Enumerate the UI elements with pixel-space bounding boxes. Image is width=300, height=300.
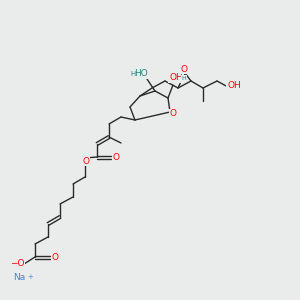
Text: +: +	[27, 274, 33, 280]
Text: HO: HO	[134, 70, 148, 79]
Text: Na: Na	[13, 274, 25, 283]
Text: H: H	[130, 71, 136, 77]
Text: O: O	[52, 253, 58, 262]
Text: −O: −O	[10, 260, 24, 268]
Text: OH: OH	[227, 82, 241, 91]
Text: O: O	[112, 152, 119, 161]
Text: O: O	[169, 110, 176, 118]
Text: H: H	[182, 76, 186, 80]
Text: O: O	[181, 64, 188, 74]
Text: OH: OH	[169, 74, 183, 82]
Text: O: O	[82, 157, 89, 166]
